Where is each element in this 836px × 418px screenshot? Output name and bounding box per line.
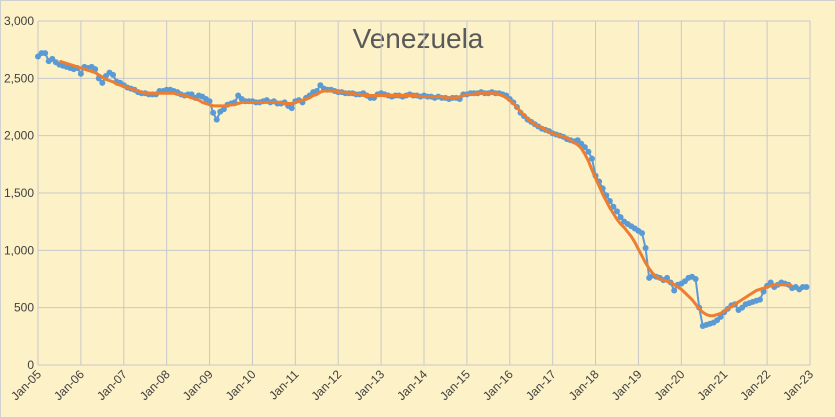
y-tick-label: 0 [27, 358, 34, 372]
data-point [220, 106, 227, 113]
chart-title: Venezuela [353, 23, 484, 54]
data-point [110, 71, 117, 78]
y-tick-label: 500 [14, 301, 34, 315]
data-point [585, 148, 592, 155]
data-point [756, 296, 763, 303]
data-point [77, 70, 84, 77]
series-line [58, 59, 793, 318]
y-tick-label: 3,000 [4, 14, 34, 28]
data-point [610, 203, 617, 210]
y-tick-label: 2,500 [4, 71, 34, 85]
data-point [42, 50, 49, 57]
data-point [288, 105, 295, 112]
data-point [642, 245, 649, 252]
data-point [671, 287, 678, 294]
data-point [213, 116, 220, 123]
data-point [210, 109, 217, 116]
data-point [99, 79, 106, 86]
data-point [639, 230, 646, 237]
data-point [692, 276, 699, 282]
data-point [581, 144, 588, 151]
data-point [614, 208, 620, 215]
y-tick-label: 2,000 [4, 129, 34, 143]
data-point [588, 155, 595, 162]
y-tick-label: 1,500 [4, 186, 34, 200]
data-point [617, 214, 624, 221]
y-tick-label: 1,000 [4, 243, 34, 257]
data-point [803, 284, 810, 291]
